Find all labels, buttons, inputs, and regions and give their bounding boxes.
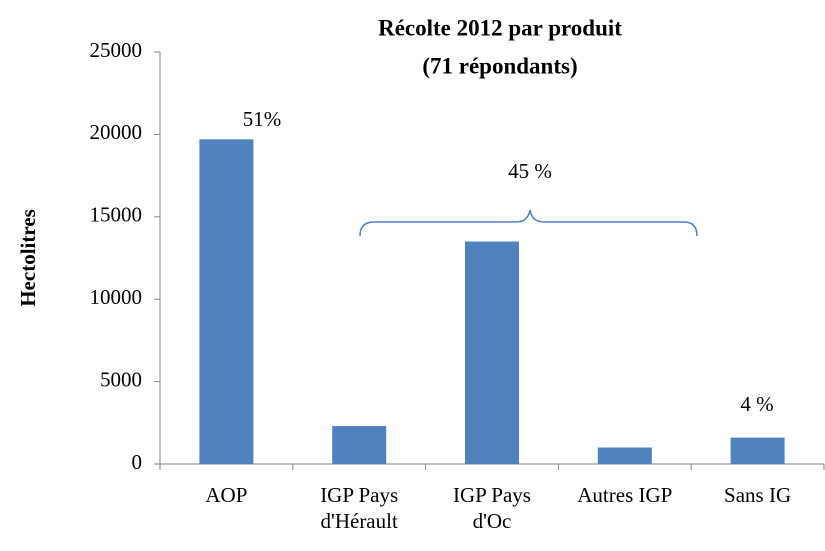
y-tick-label: 20000	[90, 120, 143, 144]
chart-title: Récolte 2012 par produit	[378, 15, 622, 40]
annotation: 4 %	[740, 392, 773, 416]
bar	[730, 437, 785, 464]
bar	[465, 241, 519, 464]
x-tick-label: Sans IG	[724, 483, 792, 507]
bar	[332, 426, 387, 464]
x-tick-label: IGP Pays d'Oc	[453, 483, 531, 533]
bar	[199, 139, 254, 464]
y-tick-label: 15000	[90, 203, 143, 227]
y-tick-label: 5000	[100, 367, 142, 391]
annotation: 45 %	[508, 159, 552, 183]
annotation: 51%	[243, 107, 282, 131]
x-tick-label: AOP	[205, 483, 248, 507]
y-tick-label: 25000	[90, 38, 143, 62]
chart-subtitle: (71 répondants)	[422, 53, 577, 78]
x-tick-label: IGP Pays d'Hérault	[320, 483, 399, 533]
y-tick-label: 0	[132, 450, 143, 474]
brace	[359, 209, 698, 237]
y-tick-label: 10000	[90, 285, 143, 309]
x-tick-label: Autres IGP	[577, 483, 673, 507]
bar	[597, 447, 652, 464]
y-axis-label: Hectolitres	[16, 209, 40, 307]
